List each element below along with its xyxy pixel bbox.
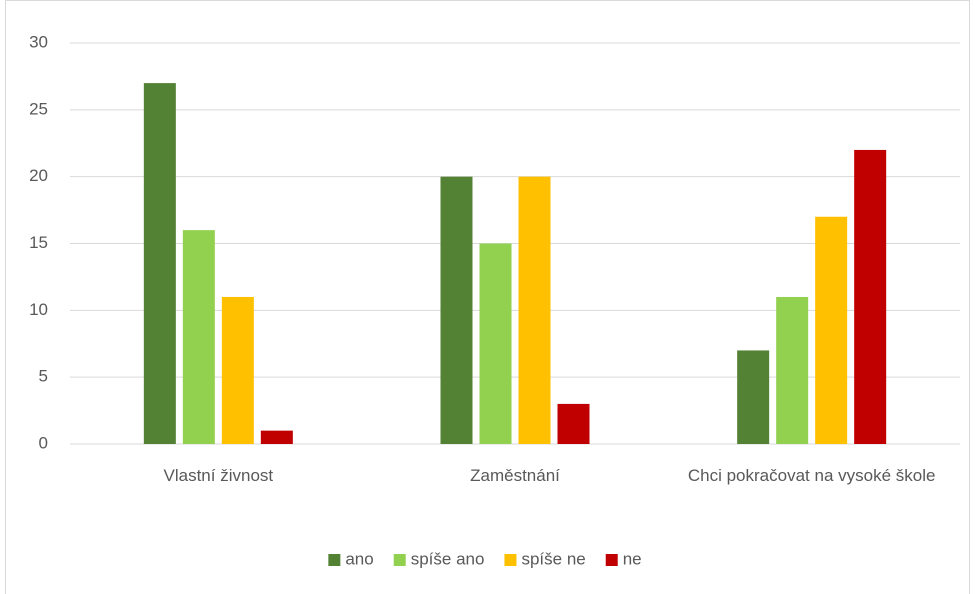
y-tick-label: 10 (29, 300, 48, 319)
bar (440, 176, 473, 444)
x-tick-label: Vlastní živnost (163, 466, 274, 485)
x-tick-label-box: Zaměstnání (470, 466, 560, 485)
bar (737, 350, 770, 444)
x-tick-label: Chci pokračovat na vysoké škole (687, 466, 936, 485)
bar (557, 403, 590, 444)
y-tick-label: 25 (29, 99, 48, 118)
legend-swatch (328, 554, 341, 566)
legend-swatch (605, 554, 618, 566)
legend-label: ne (623, 549, 642, 568)
bar (260, 430, 293, 444)
bar (854, 149, 887, 444)
y-tick-label: 5 (39, 367, 48, 386)
legend: ano spíše ano spíše ne ne (328, 549, 642, 568)
y-tick-label: 15 (29, 233, 48, 252)
legend-swatch (504, 554, 517, 566)
y-tick-label: 0 (39, 433, 48, 452)
bar (479, 243, 512, 444)
y-tick-label: 30 (29, 32, 48, 51)
bar (776, 296, 809, 444)
legend-label: ano (345, 549, 373, 568)
legend-label: spíše ne (521, 549, 585, 568)
bar (815, 216, 848, 444)
legend-swatch (393, 554, 406, 566)
bar (221, 296, 254, 444)
bar (143, 83, 176, 444)
bar (518, 176, 551, 444)
x-tick-label: Zaměstnání (470, 466, 560, 485)
x-tick-label-box: Vlastní živnost (163, 466, 274, 485)
bar (182, 230, 215, 444)
legend-label: spíše ano (411, 549, 485, 568)
y-tick-label: 20 (29, 166, 48, 185)
x-tick-label-box: Chci pokračovat na vysoké škole (687, 466, 936, 485)
